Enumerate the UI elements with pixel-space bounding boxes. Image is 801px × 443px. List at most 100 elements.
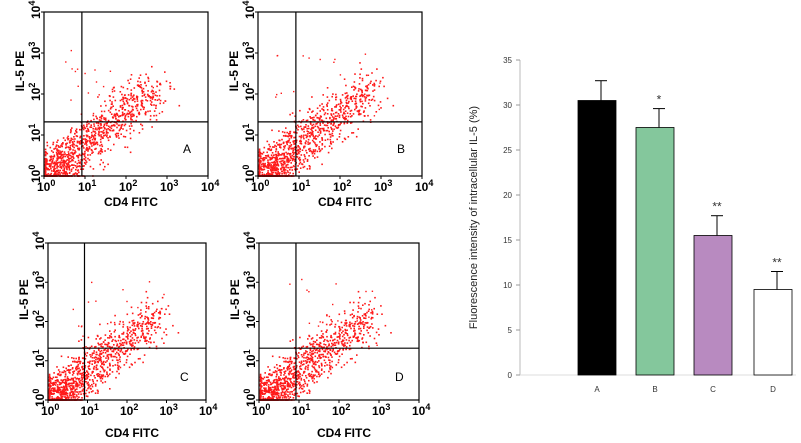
event-dot (48, 379, 51, 381)
event-dot (312, 352, 315, 355)
event-dot (288, 363, 291, 366)
event-dot (159, 311, 162, 314)
event-dot (118, 365, 120, 367)
event-dot (99, 127, 102, 129)
event-dot (65, 392, 68, 395)
event-dot (271, 373, 273, 376)
event-dot (118, 109, 120, 112)
event-dot (328, 315, 331, 318)
event-dot (140, 301, 143, 304)
event-dot (77, 155, 79, 158)
event-dot (89, 137, 91, 140)
event-dot (363, 313, 366, 315)
event-dot (367, 88, 369, 90)
y-axis-title: IL-5 PE (227, 51, 241, 92)
event-dot (81, 365, 84, 368)
event-dot (62, 392, 64, 394)
event-dot (262, 398, 265, 400)
event-dot (86, 370, 88, 373)
event-dot (61, 393, 63, 396)
event-dot (267, 155, 270, 158)
event-dot (58, 383, 61, 386)
event-dot (302, 159, 305, 161)
event-dot (280, 154, 283, 156)
event-dot (57, 390, 59, 392)
event-dot (127, 94, 130, 96)
event-dot (56, 376, 58, 379)
event-dot (313, 346, 316, 348)
event-dot (334, 353, 337, 355)
event-dot (141, 334, 144, 336)
event-dot (70, 379, 72, 381)
event-dot (54, 147, 57, 150)
event-dot (78, 356, 80, 359)
event-dot (295, 155, 298, 158)
event-dot (73, 393, 76, 395)
event-dot (177, 332, 180, 334)
event-dot (91, 281, 93, 284)
event-dot (133, 348, 135, 351)
event-dot (332, 349, 334, 351)
event-dot (273, 388, 276, 390)
event-dot (282, 169, 285, 171)
event-dot (306, 358, 309, 361)
event-dot (65, 162, 67, 165)
event-dot (101, 137, 104, 139)
event-dot (114, 329, 116, 331)
event-dot (294, 373, 296, 376)
event-dot (61, 391, 63, 393)
event-dot (330, 354, 332, 357)
event-dot (152, 90, 155, 93)
event-dot (281, 138, 283, 141)
event-dot (286, 135, 289, 137)
event-dot (278, 154, 280, 157)
event-dot (331, 95, 333, 98)
event-dot (352, 309, 354, 311)
event-dot (270, 157, 272, 159)
event-dot (63, 168, 66, 170)
event-dot (50, 170, 53, 172)
event-dot (64, 388, 66, 390)
event-dot (114, 314, 116, 317)
event-dot (162, 102, 165, 104)
event-dot (107, 341, 110, 344)
event-dot (303, 145, 305, 148)
event-dot (68, 169, 71, 171)
event-dot (85, 378, 87, 380)
event-dot (99, 350, 101, 353)
event-dot (72, 396, 75, 399)
event-dot (81, 377, 84, 379)
event-dot (141, 329, 144, 332)
event-dot (271, 173, 274, 176)
event-dot (294, 160, 296, 163)
event-dot (77, 148, 80, 151)
event-dot (311, 370, 313, 373)
event-dot (350, 327, 352, 330)
event-dot (126, 102, 129, 105)
event-dot (344, 322, 346, 324)
x-tick-label: 102 (332, 402, 350, 418)
event-dot (146, 339, 148, 342)
event-dot (300, 379, 303, 381)
event-dot (61, 371, 63, 374)
event-dot (268, 173, 271, 176)
event-dot (276, 161, 278, 164)
event-dot (72, 155, 74, 158)
event-dot (311, 337, 314, 339)
event-dot (316, 122, 318, 125)
event-dot (258, 166, 261, 169)
x-tick-label: 101 (292, 178, 310, 194)
event-dot (332, 339, 334, 342)
event-dot (105, 128, 108, 131)
event-dot (71, 127, 73, 129)
event-dot (265, 384, 268, 386)
event-dot (287, 372, 290, 375)
event-dot (126, 112, 129, 115)
event-dot (138, 113, 141, 115)
event-dot (51, 389, 53, 392)
event-dot (83, 126, 85, 128)
event-dot (117, 132, 120, 135)
event-dot (280, 162, 282, 165)
event-dot (94, 362, 96, 364)
event-dot (305, 136, 308, 139)
